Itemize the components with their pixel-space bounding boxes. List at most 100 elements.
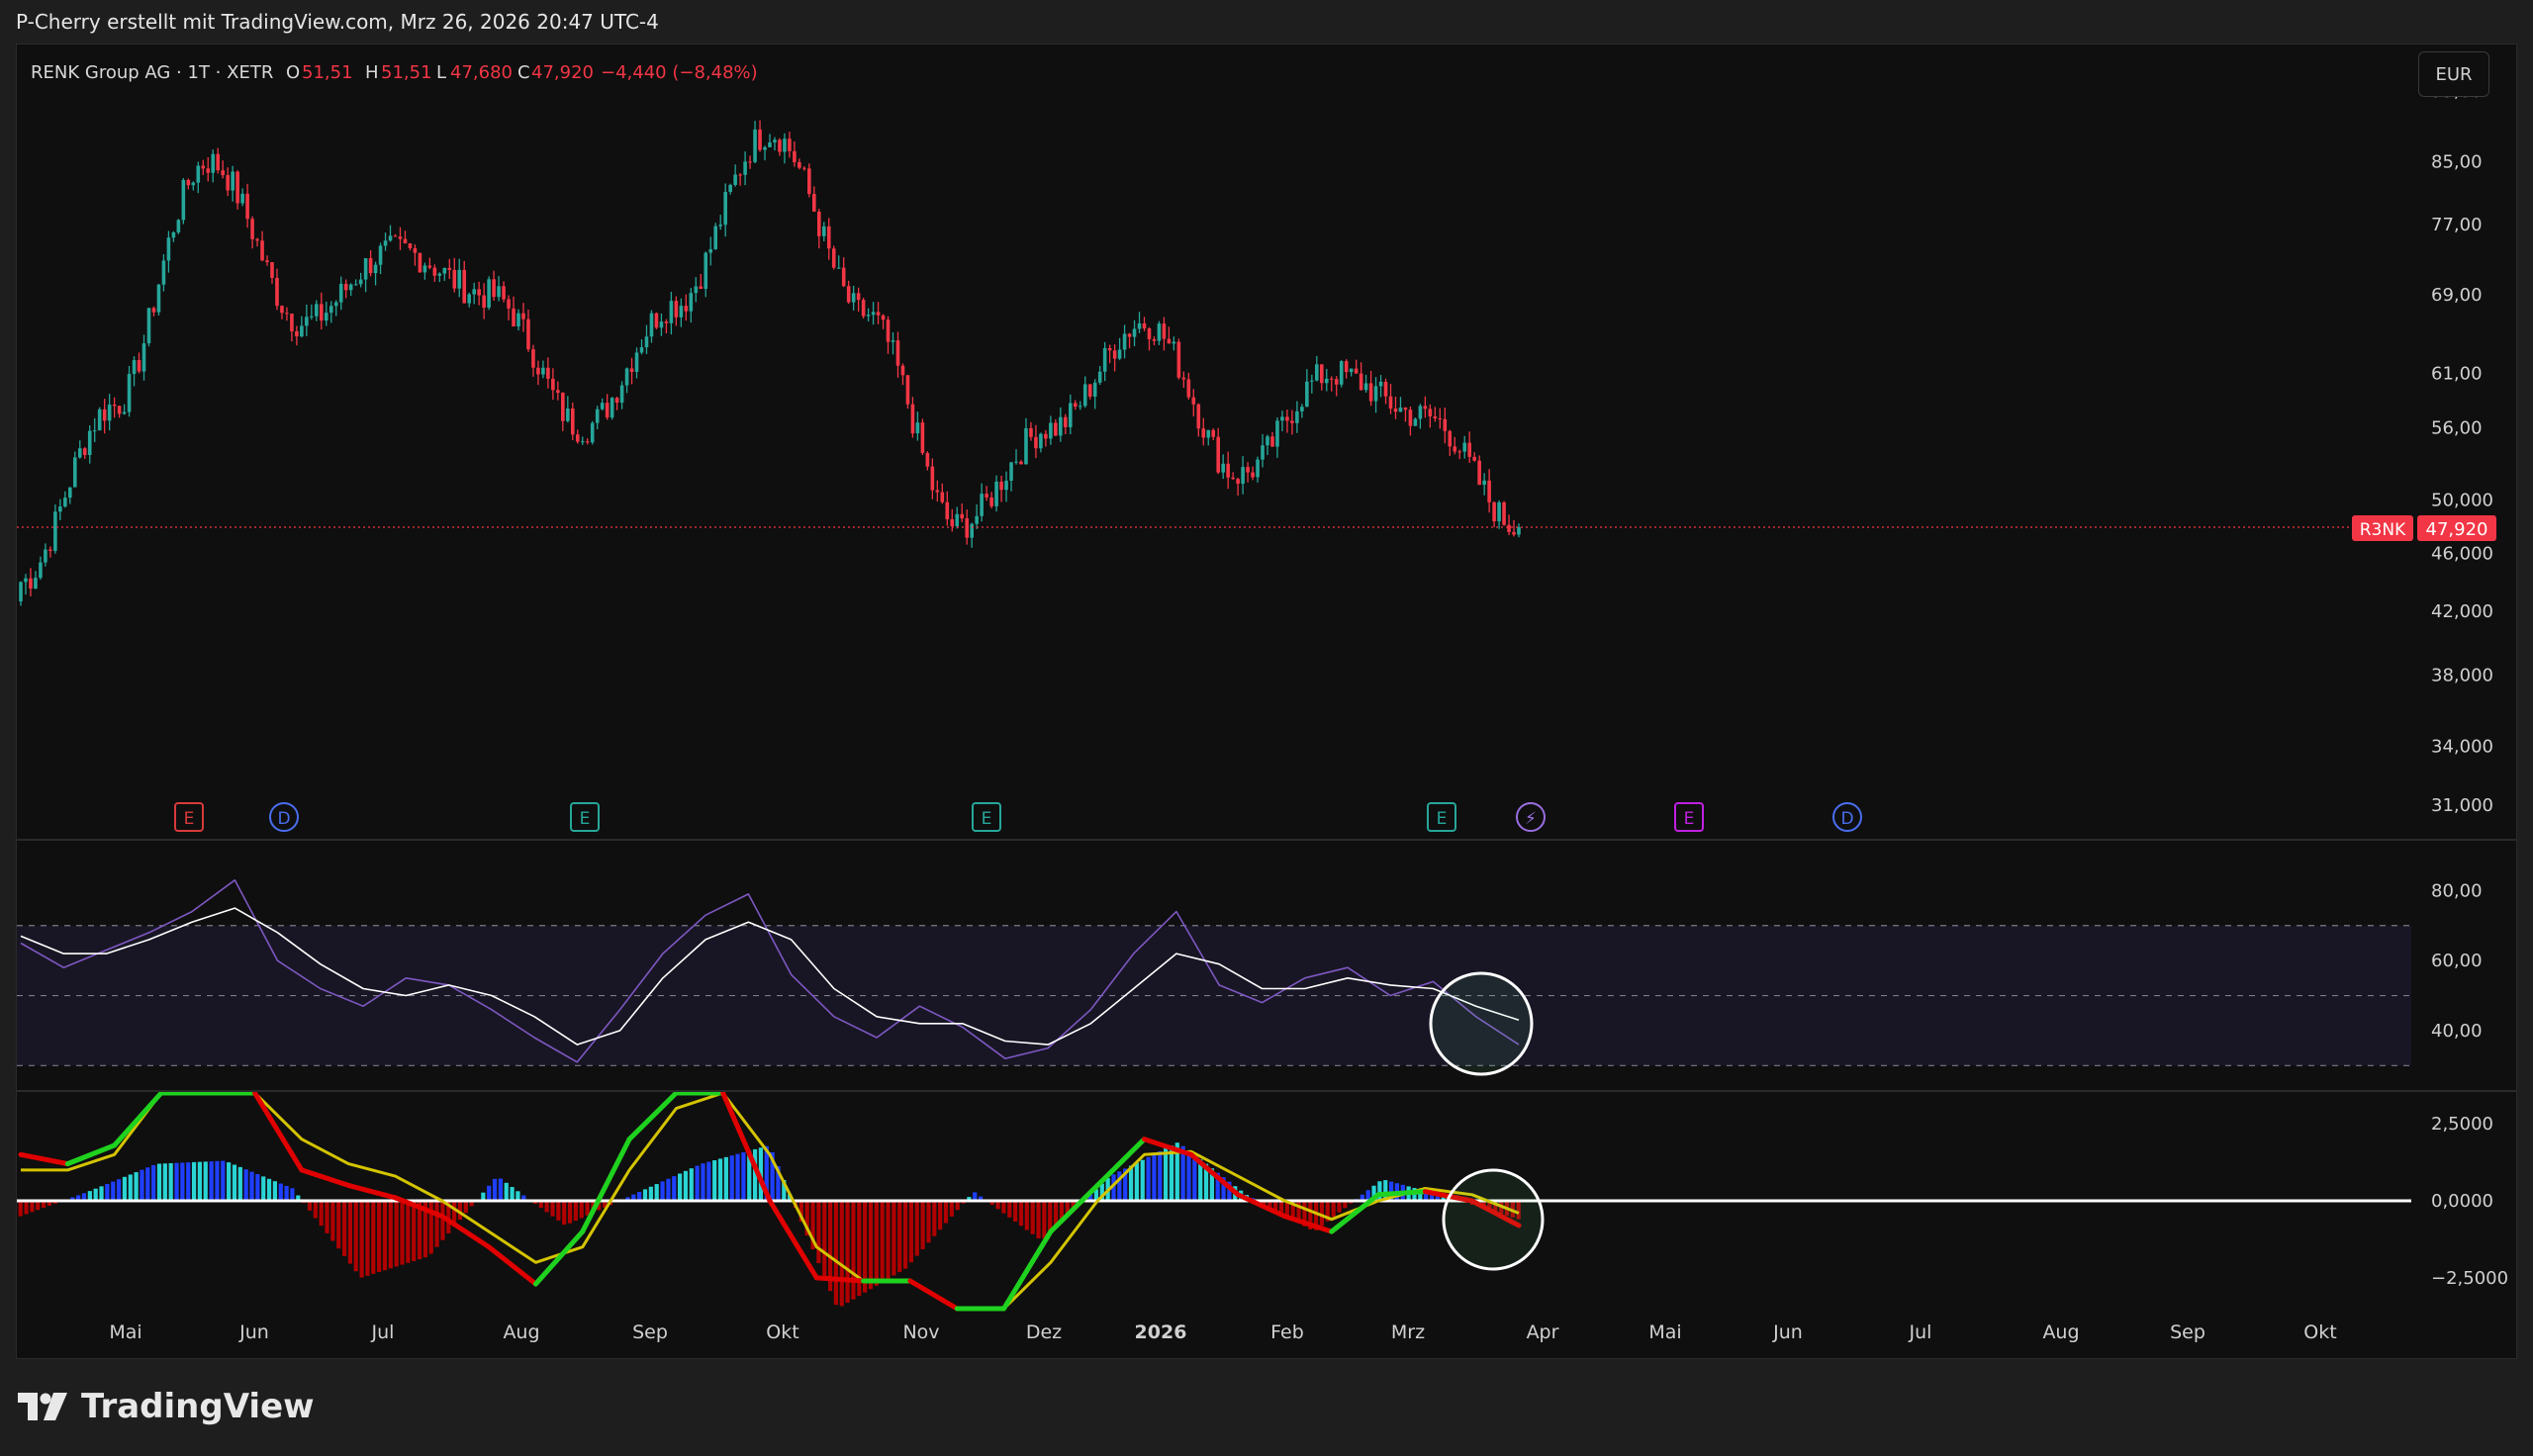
candle-body	[132, 360, 137, 375]
candle-body	[348, 284, 353, 291]
candle-body	[127, 374, 132, 412]
x-tick-label: Okt	[2303, 1321, 2336, 1343]
candle-body	[1383, 381, 1388, 397]
histogram-bar	[579, 1201, 584, 1219]
histogram-bar	[1343, 1201, 1348, 1209]
histogram-bar	[145, 1167, 150, 1201]
wave-segment	[1375, 1189, 1428, 1198]
histogram-bar	[215, 1160, 220, 1201]
candle-body	[1398, 408, 1403, 412]
histogram-bar	[1516, 1201, 1521, 1220]
histogram-bar	[1302, 1201, 1307, 1227]
histogram-bar	[695, 1165, 700, 1201]
candle-body	[1162, 323, 1167, 339]
x-tick-label: Sep	[632, 1321, 668, 1343]
candle-body	[1172, 341, 1176, 344]
histogram-bar	[902, 1201, 908, 1269]
candle-body	[1097, 371, 1102, 383]
candle-body	[684, 306, 689, 312]
histogram-bar	[1048, 1201, 1053, 1233]
histogram-bar	[180, 1162, 185, 1201]
candle-body	[1152, 338, 1157, 341]
histogram-bar	[1158, 1150, 1163, 1201]
candle-body	[708, 248, 713, 253]
candle-body	[363, 258, 368, 280]
candle-body	[467, 294, 472, 304]
histogram-bar	[266, 1178, 272, 1201]
tradingview-logo[interactable]: TradingView	[18, 1383, 315, 1430]
high-label: H	[365, 62, 379, 83]
histogram-bar	[422, 1201, 427, 1258]
histogram-bar	[1152, 1153, 1157, 1201]
candle-body	[768, 142, 772, 147]
candle-body	[452, 269, 457, 289]
currency-button[interactable]: EUR	[2418, 51, 2489, 97]
candle-body	[580, 441, 585, 443]
highlight-circle	[1429, 971, 1534, 1076]
histogram-bar	[1123, 1168, 1128, 1201]
x-tick-label: Mai	[109, 1321, 141, 1343]
candle-body	[886, 319, 891, 342]
histogram-bar	[47, 1201, 52, 1206]
histogram-bar	[382, 1201, 388, 1271]
candle-body	[206, 168, 211, 173]
candle-body	[1029, 427, 1033, 437]
candle-body	[876, 312, 881, 316]
histogram-bar	[30, 1201, 35, 1213]
candle-body	[541, 367, 545, 375]
x-tick-label: Nov	[902, 1321, 939, 1343]
candle-body	[112, 405, 117, 407]
candle-body	[516, 313, 520, 327]
histogram-bar	[1360, 1194, 1364, 1201]
histogram-bar	[93, 1188, 98, 1201]
candle-body	[1054, 422, 1058, 436]
candle-body	[77, 448, 82, 458]
candle-body	[551, 378, 555, 391]
wave-segment	[532, 1228, 586, 1287]
candle-body	[871, 312, 876, 316]
price-tick-label: 46,000	[2431, 543, 2493, 564]
price-tick-label: 38,000	[2431, 666, 2493, 686]
candle-body	[1034, 436, 1038, 449]
candle-body	[358, 279, 363, 285]
candle-body	[1049, 422, 1053, 439]
candle-body	[1261, 445, 1265, 460]
histogram-bar	[446, 1201, 451, 1233]
candle-body	[733, 174, 737, 185]
histogram-bar	[81, 1193, 87, 1201]
candle-body	[836, 267, 841, 269]
histogram-bar	[926, 1201, 931, 1243]
candle-body	[649, 313, 654, 337]
candle-body	[728, 184, 732, 192]
candle-body	[595, 409, 600, 423]
histogram-bar	[1117, 1171, 1122, 1201]
candle-body	[290, 314, 294, 331]
candle-body	[634, 352, 639, 372]
histogram-bar	[1018, 1201, 1024, 1227]
histogram-bar	[116, 1179, 122, 1201]
wave-segment	[112, 1090, 164, 1148]
candle-body	[1039, 433, 1043, 449]
candle-body	[1147, 328, 1152, 339]
candle-body	[856, 293, 861, 301]
svg-text:D: D	[277, 809, 290, 829]
histogram-bar	[967, 1197, 972, 1201]
close-label: C	[517, 62, 530, 83]
histogram-bar	[752, 1148, 758, 1201]
candle-body	[1363, 383, 1368, 391]
histogram-bar	[41, 1201, 47, 1209]
candle-body	[1373, 386, 1378, 402]
candle-body	[211, 153, 216, 173]
histogram-bar	[140, 1169, 144, 1201]
candle-body	[1186, 379, 1191, 398]
candle-body	[1359, 373, 1363, 391]
histogram-bar	[908, 1201, 914, 1263]
histogram-bar	[191, 1161, 197, 1201]
x-tick-label: Jul	[371, 1321, 395, 1343]
histogram-bar	[412, 1201, 417, 1261]
candle-body	[285, 313, 289, 315]
histogram-bar	[1441, 1195, 1446, 1201]
candle-body	[915, 422, 920, 434]
